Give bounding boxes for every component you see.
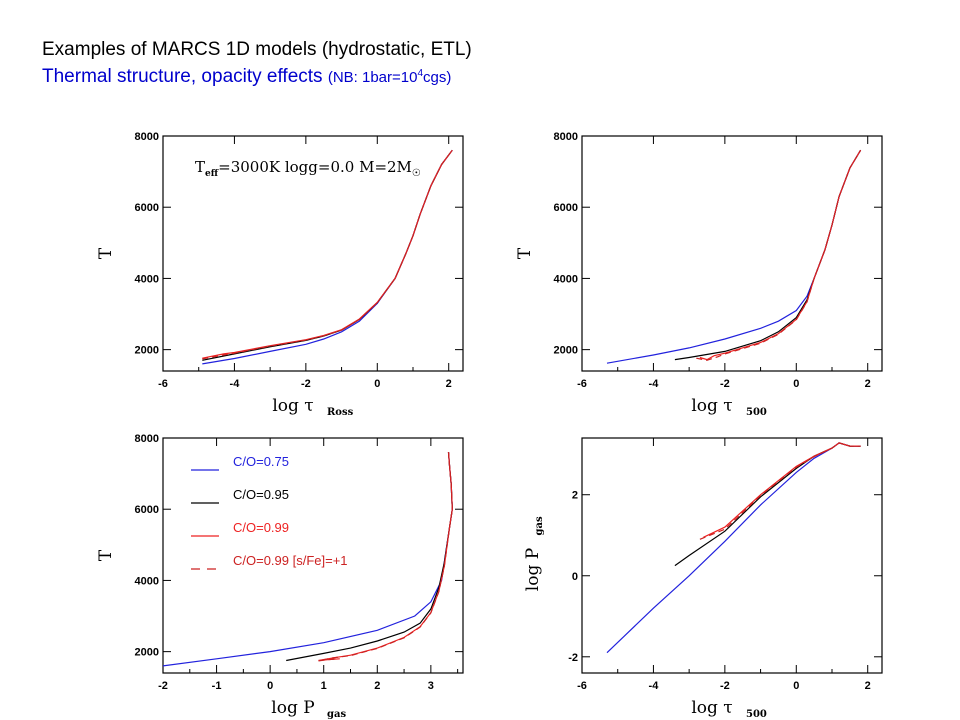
series-line-c099 [703, 442, 861, 538]
page-subtitle: Thermal structure, opacity effects (NB: … [42, 62, 472, 90]
legend-label-c095: C/O=0.95 [233, 487, 289, 502]
x-axis-label: log τ [691, 698, 732, 718]
series-line-c075 [202, 149, 453, 365]
y-tick-label: 6000 [135, 202, 159, 214]
x-tick-label: -2 [720, 378, 730, 390]
x-tick-label: -4 [649, 378, 660, 390]
y-tick-label: 6000 [554, 202, 578, 214]
x-tick-label: -4 [230, 378, 241, 390]
x-tick-label: 2 [865, 680, 871, 692]
x-tick-label: -4 [649, 680, 660, 692]
series-line-c095 [674, 149, 862, 361]
series-line-c099 [699, 149, 862, 361]
plot-frame [162, 437, 464, 674]
page-title: Examples of MARCS 1D models (hydrostatic… [42, 39, 472, 60]
x-tick-label: 0 [793, 378, 799, 390]
series-line-c099sfe [696, 149, 862, 361]
legend-label-c075: C/O=0.75 [233, 454, 289, 469]
y-axis-label: T [96, 247, 116, 259]
x-axis-label-sub: Ross [327, 407, 354, 418]
y-tick-label: -2 [568, 652, 578, 664]
x-axis-label: log τ [691, 396, 732, 416]
subtitle-main: Thermal structure, opacity effects [42, 66, 323, 87]
subtitle-note-suffix: cgs) [423, 69, 452, 86]
y-tick-label: 2000 [135, 647, 159, 659]
series-line-c095 [674, 442, 861, 567]
chart-panel-p1: -6 -4 -2 0 2 2000 4000 6000 8000 log τ Ross T Teff=3… [96, 131, 464, 418]
series-line-c095 [202, 149, 453, 361]
x-axis-label: log P [271, 698, 314, 718]
legend-label-c099: C/O=0.99 [233, 520, 289, 535]
x-tick-label: -1 [212, 680, 222, 692]
y-tick-label: 6000 [135, 504, 159, 516]
x-tick-label: 3 [428, 680, 434, 692]
series-line-c099sfe [318, 452, 453, 662]
y-tick-label: 8000 [135, 433, 159, 445]
y-tick-label: 4000 [554, 273, 578, 285]
series-line-c099sfe [202, 149, 453, 360]
x-tick-label: -2 [301, 378, 311, 390]
subtitle-note-prefix: (NB: 1bar=10 [327, 69, 418, 86]
x-tick-label: 0 [267, 680, 273, 692]
x-tick-label: -6 [577, 680, 587, 692]
legend-label-c099sfe: C/O=0.99 [s/Fe]=+1 [233, 553, 348, 568]
x-tick-label: -6 [158, 378, 168, 390]
plot-frame [162, 135, 464, 372]
y-tick-label: 4000 [135, 273, 159, 285]
x-tick-label: 2 [865, 378, 871, 390]
x-tick-label: 1 [321, 680, 327, 692]
subtitle-note: (NB: 1bar=104cgs) [327, 68, 452, 86]
x-tick-label: -2 [158, 680, 168, 692]
x-tick-label: 2 [374, 680, 380, 692]
x-tick-label: 2 [446, 378, 452, 390]
x-axis-label-sub: gas [327, 709, 346, 720]
x-tick-label: -2 [720, 680, 730, 692]
series-line-c075 [606, 442, 861, 654]
x-axis-label-sub: 500 [746, 709, 767, 720]
chart-panel-p4: -6 -4 -2 0 2 -2 0 2 log τ 500 log P gas [523, 437, 883, 720]
x-tick-label: 0 [793, 680, 799, 692]
x-axis-label-sub: 500 [746, 407, 767, 418]
y-tick-label: 8000 [135, 131, 159, 143]
y-tick-label: 2000 [135, 345, 159, 357]
page-header: Examples of MARCS 1D models (hydrostatic… [42, 38, 472, 90]
y-tick-label: 8000 [554, 131, 578, 143]
y-tick-label: 2000 [554, 345, 578, 357]
annotation-model-params: Teff=3000K logg=0.0 M=2M☉ [195, 158, 421, 179]
y-axis-label: log P [523, 548, 543, 591]
plot-frame [581, 135, 883, 372]
x-tick-label: 0 [374, 378, 380, 390]
chart-panel-p3: -2 -1 0 1 2 3 2000 4000 6000 8000 log P gas T C/O=0.7… [96, 433, 464, 720]
x-tick-label: -6 [577, 378, 587, 390]
y-tick-label: 4000 [135, 575, 159, 587]
plot-frame [581, 437, 883, 674]
y-tick-label: 2 [572, 490, 578, 502]
y-axis-label: T [96, 549, 116, 561]
y-axis-label: T [515, 247, 535, 259]
x-axis-label: log τ [272, 396, 313, 416]
chart-panel-p2: -6 -4 -2 0 2 2000 4000 6000 8000 log τ 500 T [515, 131, 883, 418]
subtitle-note-exponent: 4 [417, 68, 424, 79]
series-line-c099sfe [699, 442, 861, 540]
y-tick-label: 0 [572, 571, 578, 583]
y-axis-label-sub: gas [534, 516, 545, 535]
series-line-c099 [202, 149, 453, 359]
